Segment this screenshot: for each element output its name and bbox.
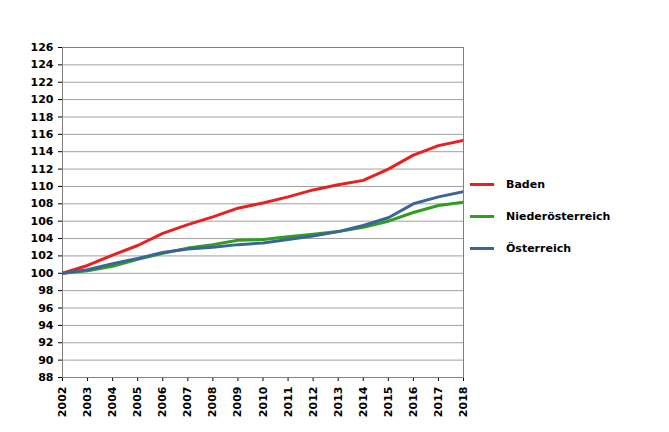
svg-text:102: 102	[31, 249, 54, 262]
svg-text:96: 96	[38, 302, 54, 315]
svg-text:100: 100	[31, 267, 54, 280]
svg-text:2016: 2016	[407, 386, 420, 417]
svg-text:114: 114	[31, 145, 54, 158]
svg-text:2015: 2015	[382, 387, 395, 418]
svg-text:94: 94	[38, 319, 54, 332]
html-text:Baden: Baden	[506, 177, 545, 191]
svg-text:92: 92	[38, 336, 53, 349]
svg-text:2007: 2007	[181, 387, 194, 418]
svg-text:2004: 2004	[106, 386, 119, 417]
svg-text:108: 108	[31, 197, 54, 210]
svg-text:120: 120	[31, 93, 54, 106]
svg-text:2008: 2008	[206, 387, 219, 418]
svg-text:104: 104	[31, 232, 54, 245]
svg-text:2010: 2010	[257, 386, 270, 417]
svg-text:2013: 2013	[332, 387, 345, 418]
svg-text:2014: 2014	[357, 386, 370, 417]
svg-text:2009: 2009	[231, 387, 244, 418]
svg-text:2002: 2002	[56, 387, 69, 418]
svg-text:2003: 2003	[81, 387, 94, 418]
svg-text:2017: 2017	[432, 387, 445, 418]
svg-text:2018: 2018	[457, 387, 470, 418]
svg-text:98: 98	[38, 284, 53, 297]
html-text:Österreich: Österreich	[506, 241, 572, 255]
svg-text:124: 124	[31, 58, 54, 71]
svg-text:118: 118	[31, 110, 54, 123]
svg-text:2005: 2005	[131, 387, 144, 418]
svg-text:122: 122	[31, 76, 54, 89]
svg-text:112: 112	[31, 163, 54, 176]
svg-text:2006: 2006	[156, 386, 169, 417]
html-text:Niederösterreich: Niederösterreich	[506, 209, 611, 223]
svg-text:2012: 2012	[307, 387, 320, 418]
svg-text:110: 110	[31, 180, 54, 193]
svg-text:88: 88	[38, 371, 53, 384]
svg-text:90: 90	[38, 354, 54, 367]
svg-text:106: 106	[31, 215, 54, 228]
svg-text:2011: 2011	[282, 387, 295, 418]
svg-text:126: 126	[31, 41, 54, 54]
svg-text:116: 116	[31, 128, 54, 141]
